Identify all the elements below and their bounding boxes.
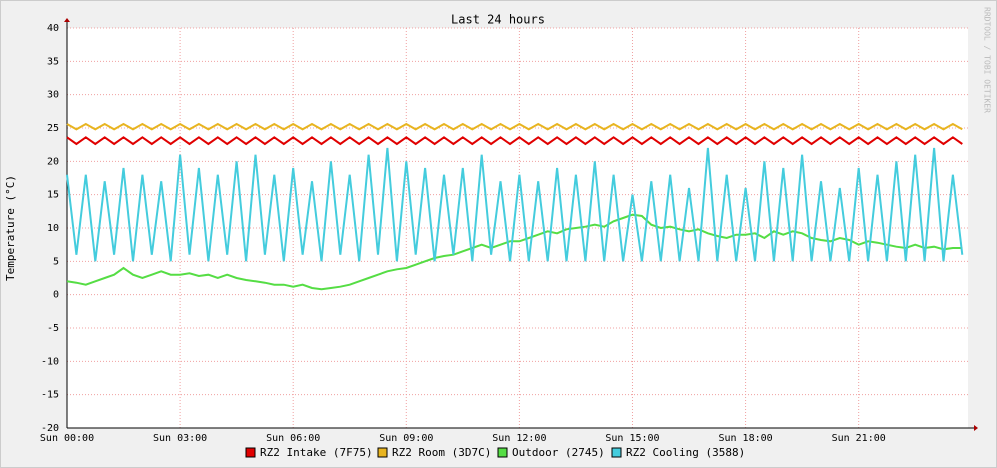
series-line (66, 122, 963, 131)
series-line (66, 213, 963, 291)
axis-arrow (974, 425, 978, 431)
y-tick-label: -15 (41, 390, 59, 401)
legend-label: Outdoor (2745) (512, 446, 605, 459)
y-tick-label: 20 (47, 156, 59, 167)
x-tick-label: Sun 15:00 (605, 433, 659, 444)
series-line (66, 136, 963, 146)
y-tick-label: 15 (47, 190, 59, 201)
y-tick-label: 30 (47, 90, 59, 101)
y-tick-label: 25 (47, 123, 59, 134)
axis-arrow (64, 18, 70, 22)
y-tick-label: 35 (47, 56, 59, 67)
x-tick-label: Sun 09:00 (379, 433, 433, 444)
legend-label: RZ2 Room (3D7C) (392, 446, 491, 459)
x-tick-label: Sun 03:00 (153, 433, 207, 444)
y-tick-label: 0 (53, 290, 59, 301)
series-line (66, 147, 964, 262)
legend-swatch (611, 447, 622, 458)
legend-swatch (377, 447, 388, 458)
chart-title: Last 24 hours (451, 13, 545, 27)
legend-label: RZ2 Cooling (3588) (626, 446, 745, 459)
x-tick-label: Sun 00:00 (40, 433, 94, 444)
y-tick-label: 5 (53, 256, 59, 267)
y-axis-label: Temperature (°C) (4, 175, 17, 281)
y-tick-label: -20 (41, 423, 59, 434)
watermark: RRDTOOL / TOBI OETIKER (983, 7, 992, 113)
y-tick-label: -10 (41, 356, 59, 367)
y-tick-label: 10 (47, 223, 59, 234)
legend-swatch (245, 447, 256, 458)
y-tick-label: 40 (47, 23, 59, 34)
legend-label: RZ2 Intake (7F75) (260, 446, 373, 459)
x-tick-label: Sun 21:00 (832, 433, 886, 444)
y-tick-label: -5 (47, 323, 59, 334)
legend-swatch (497, 447, 508, 458)
x-tick-label: Sun 06:00 (266, 433, 320, 444)
x-tick-label: Sun 18:00 (718, 433, 772, 444)
x-tick-label: Sun 12:00 (492, 433, 546, 444)
